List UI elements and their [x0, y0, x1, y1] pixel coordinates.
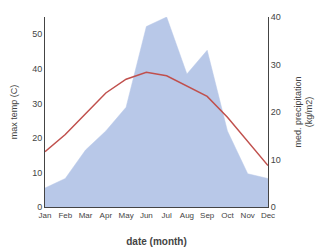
svg-text:med. precipitation(kg/m2): med. precipitation(kg/m2)	[293, 76, 315, 147]
svg-text:Mar: Mar	[79, 211, 93, 220]
svg-text:0: 0	[271, 202, 276, 212]
svg-text:10: 10	[32, 168, 42, 178]
svg-text:40: 40	[32, 64, 42, 74]
svg-text:Feb: Feb	[58, 211, 72, 220]
svg-text:May: May	[119, 211, 134, 220]
svg-text:Apr: Apr	[100, 211, 113, 220]
svg-text:40: 40	[271, 12, 281, 22]
svg-text:Nov: Nov	[241, 211, 255, 220]
svg-text:20: 20	[271, 107, 281, 117]
svg-text:0: 0	[37, 202, 42, 212]
svg-text:Jun: Jun	[140, 211, 153, 220]
svg-text:max temp (C): max temp (C)	[9, 85, 19, 140]
svg-text:Oct: Oct	[221, 211, 234, 220]
svg-text:30: 30	[32, 99, 42, 109]
svg-text:30: 30	[271, 60, 281, 70]
svg-text:50: 50	[32, 29, 42, 39]
svg-text:Jan: Jan	[39, 211, 52, 220]
svg-text:10: 10	[271, 155, 281, 165]
svg-text:20: 20	[32, 133, 42, 143]
svg-text:Sep: Sep	[200, 211, 215, 220]
svg-text:date (month): date (month)	[126, 236, 187, 247]
svg-text:Jul: Jul	[162, 211, 172, 220]
svg-text:Aug: Aug	[180, 211, 194, 220]
svg-text:Dec: Dec	[261, 211, 275, 220]
